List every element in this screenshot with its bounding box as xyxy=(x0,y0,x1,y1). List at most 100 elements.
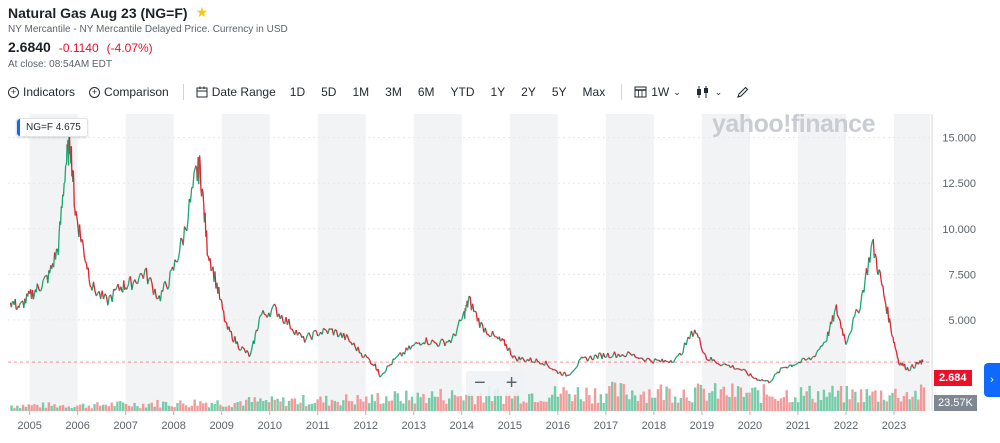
price-segment xyxy=(884,299,887,306)
x-tick-label: 2016 xyxy=(546,420,570,432)
range-3m[interactable]: 3M xyxy=(385,85,402,99)
volume-bar xyxy=(262,401,265,411)
indicators-button[interactable]: + Indicators xyxy=(8,85,75,99)
range-1d[interactable]: 1D xyxy=(289,85,306,99)
volume-bar xyxy=(719,389,723,411)
price-segment xyxy=(639,357,642,360)
volume-bar xyxy=(110,402,113,411)
volume-bar xyxy=(791,401,794,411)
chart-area[interactable]: 15.000 12.500 10.000 7.500 5.000 2005 2006 200… xyxy=(0,108,1000,443)
zoom-out-icon[interactable]: − xyxy=(474,372,486,394)
volume-bar xyxy=(605,393,608,411)
price-segment xyxy=(514,355,517,360)
volume-bar xyxy=(39,407,42,411)
price-segment xyxy=(633,353,637,358)
price-segment xyxy=(258,315,261,320)
zoom-controls: − + xyxy=(466,371,526,396)
x-tick-label: 2018 xyxy=(642,420,666,432)
price-segment xyxy=(846,335,850,342)
volume-bar xyxy=(116,401,119,411)
price-segment xyxy=(785,366,788,369)
volume-bar xyxy=(76,405,79,411)
price-segment xyxy=(766,379,768,382)
price-segment xyxy=(770,379,773,383)
price-segment xyxy=(81,238,83,241)
volume-bar xyxy=(373,401,377,411)
volume-bar xyxy=(459,396,462,411)
range-1m[interactable]: 1M xyxy=(352,85,370,99)
price-segment xyxy=(471,303,475,312)
price-segment xyxy=(700,344,703,351)
price-segment xyxy=(696,333,699,338)
volume-bar xyxy=(242,405,245,411)
price-segment xyxy=(180,237,183,240)
range-max[interactable]: Max xyxy=(582,85,606,99)
volume-bar xyxy=(693,387,697,411)
chart-toolbar: + Indicators + Comparison Date Range 1D … xyxy=(8,82,763,102)
volume-bar xyxy=(453,395,457,411)
price-segment xyxy=(875,257,878,272)
chart-type-select[interactable]: ⌄ xyxy=(695,85,722,99)
volume-bar xyxy=(345,394,348,411)
volume-bar xyxy=(539,400,542,411)
price-segment xyxy=(345,334,349,338)
volume-bar xyxy=(379,404,382,411)
volume-bar xyxy=(33,404,36,411)
current-price: 2.6840 xyxy=(8,39,51,55)
volume-bar xyxy=(785,390,788,411)
range-2y[interactable]: 2Y xyxy=(521,85,536,99)
volume-bar xyxy=(685,397,688,411)
volume-bar xyxy=(342,400,345,411)
price-segment xyxy=(327,328,330,335)
price-segment xyxy=(751,375,754,379)
price-segment xyxy=(19,302,22,304)
price-segment xyxy=(768,381,772,384)
volume-bar xyxy=(473,404,477,411)
volume-bar xyxy=(585,387,588,411)
range-6m[interactable]: 6M xyxy=(417,85,435,99)
volume-bar xyxy=(50,405,53,411)
price-segment xyxy=(84,260,87,264)
draw-button[interactable] xyxy=(736,86,749,99)
volume-bar xyxy=(59,405,62,411)
price-segment xyxy=(92,281,96,291)
star-icon[interactable]: ★ xyxy=(195,4,209,20)
price-segment xyxy=(432,340,436,344)
volume-bar xyxy=(488,386,491,411)
price-chart[interactable]: 15.000 12.500 10.000 7.500 5.000 2005 2006 200… xyxy=(0,108,1000,443)
price-segment xyxy=(828,328,831,336)
price-segment xyxy=(670,359,673,363)
price-segment xyxy=(429,339,433,345)
volume-bar xyxy=(196,405,199,411)
interval-select[interactable]: 1W ⌄ xyxy=(634,85,681,99)
volume-bar xyxy=(508,392,511,411)
price-segment xyxy=(479,322,482,329)
price-segment xyxy=(648,358,652,361)
x-tick-label: 2006 xyxy=(65,420,89,432)
year-band xyxy=(125,114,174,411)
price-segment xyxy=(524,360,527,363)
comparison-label: Comparison xyxy=(104,85,169,99)
volume-bar xyxy=(599,394,602,411)
last-volume-label: 23.57K xyxy=(934,395,977,411)
volume-bar xyxy=(399,401,402,411)
price-segment xyxy=(656,359,658,361)
volume-bar xyxy=(596,402,600,411)
price-segment xyxy=(201,188,204,193)
volume-bar xyxy=(184,405,188,411)
exchange-info: NY Mercantile - NY Mercantile Delayed Pr… xyxy=(8,24,288,35)
range-5y[interactable]: 5Y xyxy=(551,85,567,99)
price-segment xyxy=(771,377,775,381)
price-segment xyxy=(76,220,79,229)
range-1y[interactable]: 1Y xyxy=(490,85,506,99)
date-range-button[interactable]: Date Range xyxy=(196,85,276,99)
price-segment xyxy=(576,360,580,367)
zoom-in-icon[interactable]: + xyxy=(505,372,518,394)
chevron-right-icon[interactable]: › xyxy=(984,363,1000,397)
comparison-button[interactable]: + Comparison xyxy=(89,85,169,99)
price-segment xyxy=(414,341,417,345)
range-ytd[interactable]: YTD xyxy=(450,85,475,99)
x-tick-label: 2012 xyxy=(354,420,378,432)
volume-bar xyxy=(754,387,757,411)
range-5d[interactable]: 5D xyxy=(321,85,337,99)
